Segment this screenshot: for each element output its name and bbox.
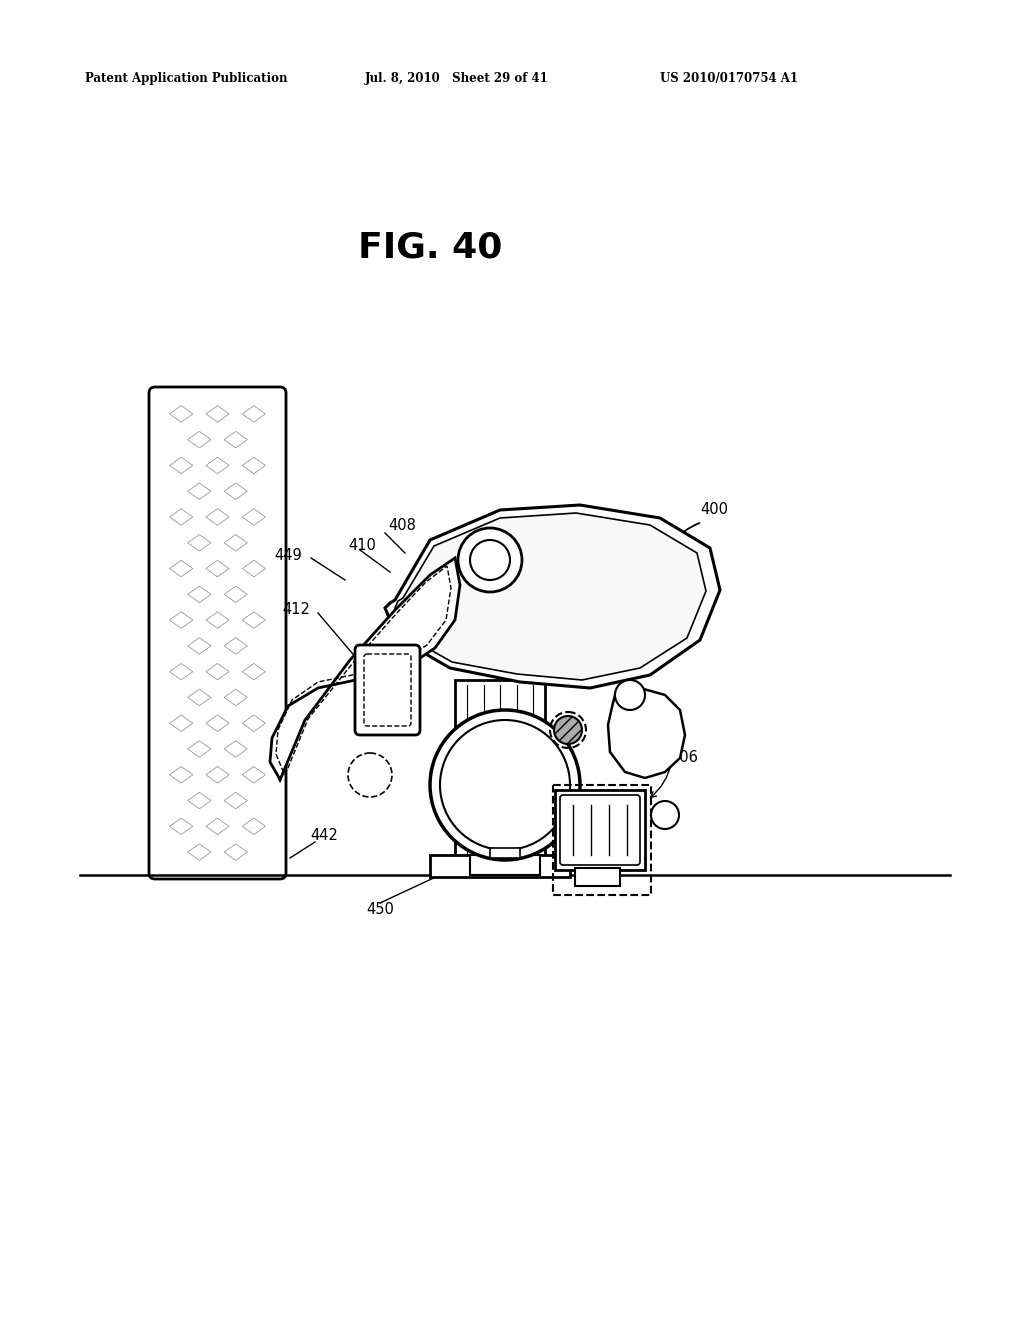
Bar xyxy=(470,855,540,875)
Text: 449: 449 xyxy=(274,548,302,562)
Bar xyxy=(430,855,570,876)
Circle shape xyxy=(651,801,679,829)
Polygon shape xyxy=(187,843,211,861)
FancyBboxPatch shape xyxy=(560,795,640,865)
Polygon shape xyxy=(170,664,193,680)
Polygon shape xyxy=(187,689,211,706)
Polygon shape xyxy=(224,638,247,655)
Polygon shape xyxy=(170,405,193,422)
Polygon shape xyxy=(224,741,247,758)
Polygon shape xyxy=(187,586,211,603)
Polygon shape xyxy=(170,767,193,783)
Polygon shape xyxy=(243,405,265,422)
Text: 400: 400 xyxy=(700,503,728,517)
Polygon shape xyxy=(187,792,211,809)
Polygon shape xyxy=(243,818,265,834)
Polygon shape xyxy=(243,612,265,628)
Text: 402: 402 xyxy=(480,718,508,733)
Text: 406: 406 xyxy=(670,751,698,766)
Text: US 2010/0170754 A1: US 2010/0170754 A1 xyxy=(660,73,798,84)
Polygon shape xyxy=(206,560,229,577)
Circle shape xyxy=(615,680,645,710)
Circle shape xyxy=(554,715,582,744)
Polygon shape xyxy=(206,457,229,474)
Bar xyxy=(575,869,620,886)
Polygon shape xyxy=(206,818,229,834)
Polygon shape xyxy=(224,792,247,809)
Circle shape xyxy=(458,528,522,591)
Text: 450: 450 xyxy=(366,903,394,917)
Polygon shape xyxy=(224,843,247,861)
Polygon shape xyxy=(270,558,460,780)
Polygon shape xyxy=(206,612,229,628)
Polygon shape xyxy=(187,432,211,447)
Polygon shape xyxy=(206,767,229,783)
Bar xyxy=(490,847,520,858)
Polygon shape xyxy=(243,457,265,474)
Polygon shape xyxy=(206,715,229,731)
Polygon shape xyxy=(608,688,685,777)
Polygon shape xyxy=(206,664,229,680)
Polygon shape xyxy=(187,741,211,758)
Text: 412: 412 xyxy=(283,602,310,618)
Polygon shape xyxy=(243,664,265,680)
Circle shape xyxy=(430,710,580,861)
Polygon shape xyxy=(170,715,193,731)
Text: 410: 410 xyxy=(348,537,376,553)
Polygon shape xyxy=(243,715,265,731)
Polygon shape xyxy=(170,508,193,525)
Circle shape xyxy=(470,540,510,579)
Polygon shape xyxy=(170,818,193,834)
Circle shape xyxy=(440,719,570,850)
Polygon shape xyxy=(243,560,265,577)
Polygon shape xyxy=(224,432,247,447)
Bar xyxy=(455,680,545,875)
Text: FIG. 40: FIG. 40 xyxy=(357,230,502,264)
Polygon shape xyxy=(395,513,706,680)
Text: 442: 442 xyxy=(310,828,338,842)
Polygon shape xyxy=(243,508,265,525)
Polygon shape xyxy=(170,560,193,577)
Polygon shape xyxy=(224,483,247,499)
Polygon shape xyxy=(170,457,193,474)
Bar xyxy=(555,789,645,870)
Text: Patent Application Publication: Patent Application Publication xyxy=(85,73,288,84)
Polygon shape xyxy=(224,586,247,603)
Polygon shape xyxy=(170,612,193,628)
Polygon shape xyxy=(224,535,247,550)
Polygon shape xyxy=(187,535,211,550)
Polygon shape xyxy=(243,767,265,783)
Polygon shape xyxy=(224,689,247,706)
Polygon shape xyxy=(206,405,229,422)
FancyBboxPatch shape xyxy=(150,387,286,879)
Polygon shape xyxy=(385,506,720,688)
Polygon shape xyxy=(206,508,229,525)
FancyBboxPatch shape xyxy=(355,645,420,735)
Polygon shape xyxy=(187,638,211,655)
Polygon shape xyxy=(187,483,211,499)
Bar xyxy=(553,785,651,895)
Text: 408: 408 xyxy=(388,517,416,532)
Text: Jul. 8, 2010   Sheet 29 of 41: Jul. 8, 2010 Sheet 29 of 41 xyxy=(365,73,549,84)
